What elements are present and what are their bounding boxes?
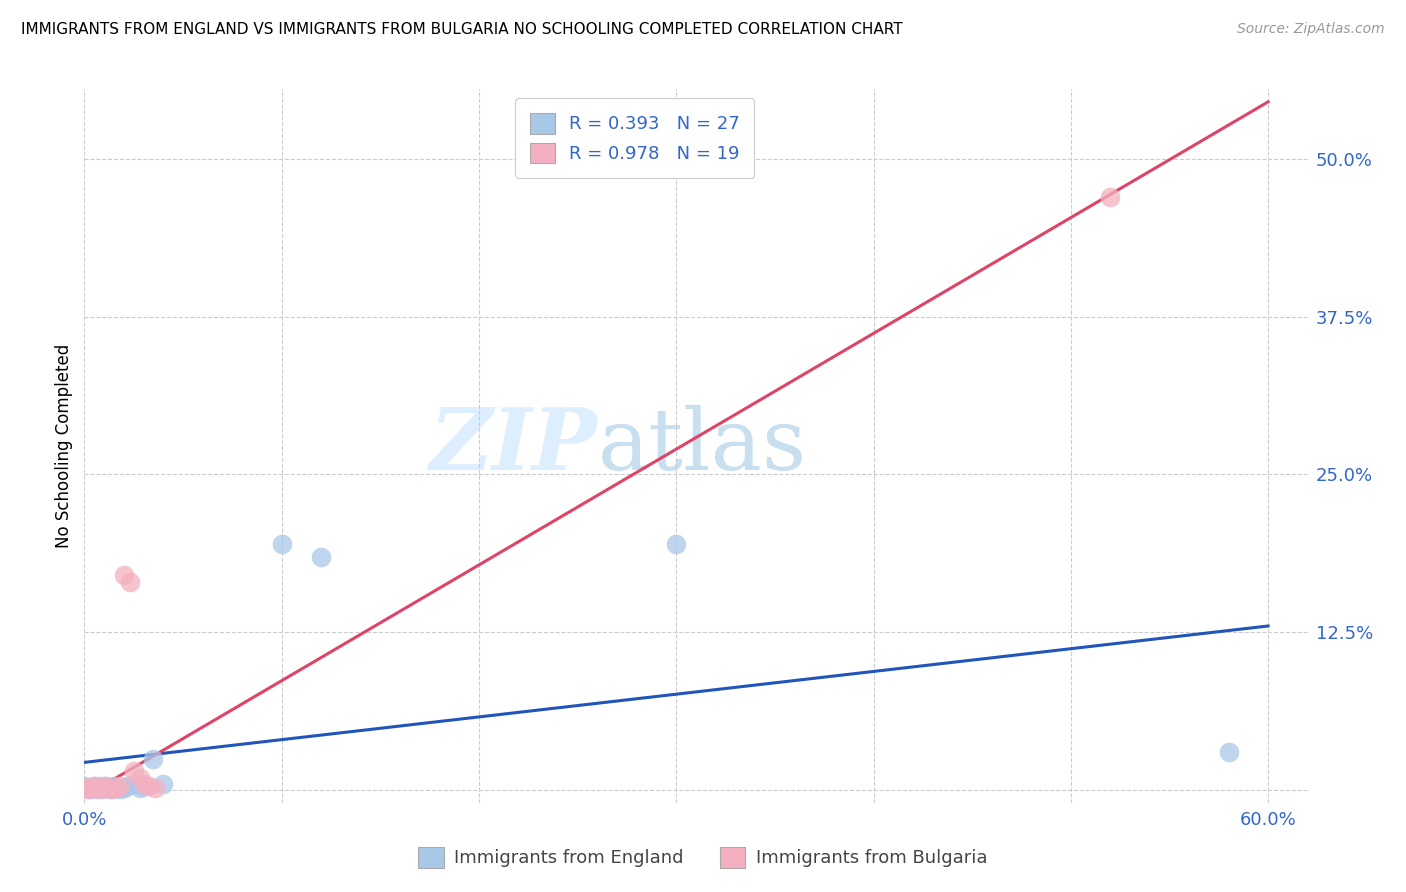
Point [108,780,131,794]
Legend: Immigrants from England, Immigrants from Bulgaria: Immigrants from England, Immigrants from… [408,836,998,879]
Point [93,780,115,794]
Point [79,780,101,795]
Point [91,781,114,796]
Text: IMMIGRANTS FROM ENGLAND VS IMMIGRANTS FROM BULGARIA NO SCHOOLING COMPLETED CORRE: IMMIGRANTS FROM ENGLAND VS IMMIGRANTS FR… [21,22,903,37]
Point [128,780,150,795]
Point [84,781,107,796]
Point [309,549,332,564]
Point [94,780,117,794]
Point [87,780,110,795]
Point [73,780,96,795]
Text: ZIP: ZIP [430,404,598,488]
Y-axis label: No Schooling Completed: No Schooling Completed [55,344,73,548]
Point [93,780,115,795]
Point [132,777,155,791]
Text: atlas: atlas [598,404,807,488]
Point [82,780,104,795]
Point [89,780,111,794]
Point [138,780,160,794]
Point [270,537,292,551]
Point [73,780,96,794]
Point [145,780,167,795]
Point [77,781,100,796]
Point [112,780,135,795]
Point [97,780,120,795]
Text: Source: ZipAtlas.com: Source: ZipAtlas.com [1237,22,1385,37]
Point [89,781,111,796]
Point [1099,189,1122,203]
Point [83,780,105,794]
Point [112,568,135,582]
Point [104,780,127,795]
Point [122,764,145,779]
Point [152,777,174,791]
Point [103,780,125,794]
Point [132,780,155,794]
Point [118,574,141,589]
Point [665,537,688,551]
Point [117,780,139,794]
Point [83,780,105,794]
Point [87,780,110,795]
Point [122,777,145,791]
Point [79,781,101,796]
Point [128,771,150,785]
Point [101,781,124,796]
Point [104,780,127,795]
Point [142,751,165,765]
Point [108,781,131,796]
Point [97,780,120,795]
Legend: R = 0.393   N = 27, R = 0.978   N = 19: R = 0.393 N = 27, R = 0.978 N = 19 [515,98,755,178]
Point [1218,745,1240,759]
Point [98,781,121,796]
Point [77,780,100,795]
